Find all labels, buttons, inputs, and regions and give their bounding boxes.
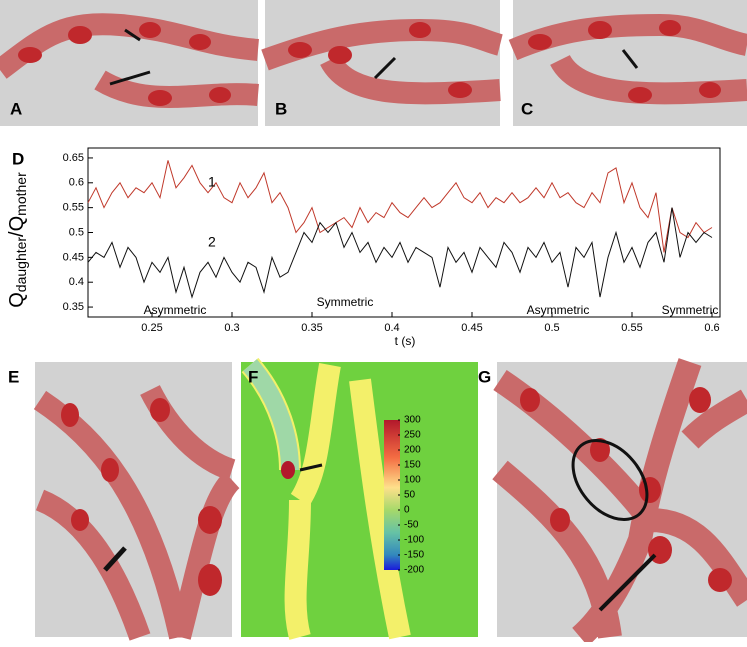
- x-tick-label: 0.5: [544, 322, 559, 334]
- panel-a-image: [0, 0, 259, 126]
- y-tick-label: 0.5: [69, 226, 84, 238]
- panel-c-image: [508, 0, 747, 126]
- colorbar-tick-label: -200: [404, 565, 424, 576]
- colorbar-tick-label: -100: [404, 535, 424, 546]
- annotation: Symmetric: [662, 303, 719, 317]
- panel-b-image: [261, 0, 503, 126]
- colorbar-tick-label: 0: [404, 505, 410, 516]
- panel-label: D: [12, 149, 24, 168]
- line-series: [87, 160, 713, 253]
- colorbar-tick-label: -50: [404, 520, 419, 531]
- colorbar-tick-label: -150: [404, 550, 424, 561]
- colorbar-tick-label: 100: [404, 475, 421, 486]
- annotation: Asymmetric: [527, 303, 590, 317]
- y-tick-label: 0.55: [63, 202, 84, 214]
- annotation: Asymmetric: [144, 303, 207, 317]
- panel-label: A: [10, 99, 22, 118]
- x-tick-label: 0.45: [461, 322, 482, 334]
- panel-f-image: [241, 357, 478, 640]
- panel-label: E: [8, 367, 19, 386]
- panel-label: G: [478, 367, 491, 386]
- line-series: [87, 207, 713, 299]
- x-axis-label: t (s): [395, 334, 416, 348]
- x-tick-label: 0.3: [224, 322, 239, 334]
- series-label: 1: [208, 174, 216, 190]
- y-tick-label: 0.4: [69, 276, 84, 288]
- x-tick-label: 0.4: [384, 322, 399, 334]
- panel-e-image: [33, 362, 241, 641]
- colorbar-tick-label: 50: [404, 490, 416, 501]
- panel-label: C: [521, 99, 533, 118]
- annotation: Symmetric: [317, 295, 374, 309]
- colorbar-tick-label: 300: [404, 415, 421, 426]
- y-tick-label: 0.45: [63, 251, 84, 263]
- colorbar-tick-label: 250: [404, 430, 421, 441]
- panel-label: B: [275, 99, 287, 118]
- y-axis-label: Qdaughter/Qmother: [6, 172, 28, 308]
- y-tick-label: 0.65: [63, 152, 84, 164]
- panel-g-image: [492, 358, 747, 647]
- colorbar-tick-label: 150: [404, 460, 421, 471]
- x-tick-label: 0.55: [621, 322, 642, 334]
- y-tick-label: 0.6: [69, 177, 84, 189]
- y-tick-label: 0.35: [63, 301, 84, 313]
- panel-label: F: [248, 367, 258, 386]
- plot-frame: [87, 147, 721, 318]
- colorbar-tick-label: 200: [404, 445, 421, 456]
- x-tick-label: 0.35: [301, 322, 322, 334]
- series-label: 2: [208, 234, 216, 250]
- x-tick-label: 0.6: [704, 322, 719, 334]
- x-tick-label: 0.25: [141, 322, 162, 334]
